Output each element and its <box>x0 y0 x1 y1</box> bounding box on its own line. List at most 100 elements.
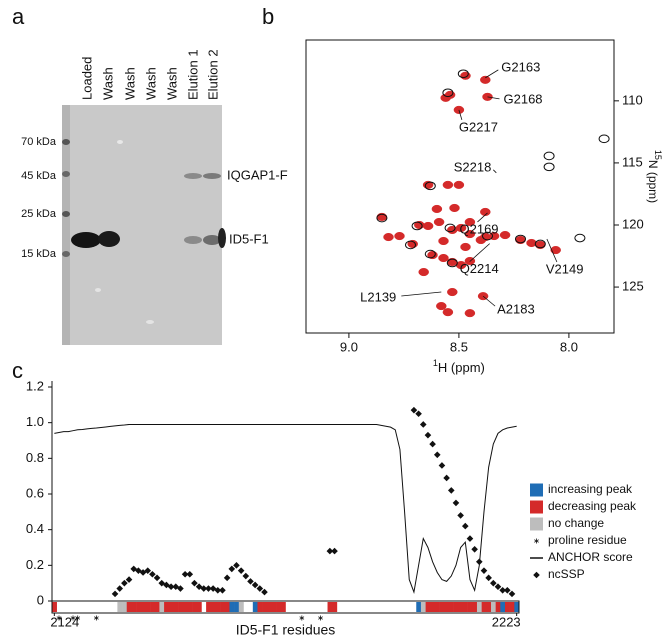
residue-state <box>486 602 492 612</box>
residue-state <box>327 602 333 612</box>
peak <box>464 309 476 318</box>
residue-state <box>154 602 160 612</box>
diamond-point <box>415 410 422 418</box>
x-label-text: H (ppm) <box>438 360 485 375</box>
diamond-point <box>499 587 506 594</box>
annotation-label: G2168 <box>504 91 543 106</box>
peak <box>453 105 465 114</box>
y-tick-label: 0 <box>37 592 44 607</box>
peak <box>480 75 491 84</box>
residue-state <box>136 602 142 612</box>
diamond-point <box>447 487 455 494</box>
diamond-point <box>233 562 240 569</box>
y-tick-label: 110 <box>622 92 643 107</box>
peak <box>446 258 458 268</box>
gel-edge-spot <box>218 228 226 248</box>
diamond-point <box>153 574 161 582</box>
residue-state <box>472 602 478 612</box>
band-label: IQGAP1-F <box>227 167 288 182</box>
peak <box>543 151 555 161</box>
diamond-point <box>424 431 432 439</box>
annotation-leader <box>477 212 488 223</box>
residue-state <box>117 602 123 612</box>
legend-label: proline residue <box>548 533 627 547</box>
residue-state <box>500 602 506 612</box>
annotation-label: G2217 <box>459 119 498 134</box>
marker-label: 45 kDa <box>21 170 57 182</box>
diamond-point <box>167 583 175 591</box>
y-tick-label: 0.2 <box>26 557 44 572</box>
annotation-label: G2163 <box>501 59 540 74</box>
diamond-point <box>242 572 250 580</box>
legend-label: decreasing peak <box>548 499 637 513</box>
residue-state <box>145 602 151 612</box>
ladder-band <box>62 211 70 217</box>
y-tick-label: 0.6 <box>26 485 44 500</box>
peak <box>499 230 511 240</box>
lane-label: Wash <box>164 67 179 100</box>
diamond-point <box>471 545 478 553</box>
residue-state <box>430 602 436 612</box>
residue-state <box>462 602 468 612</box>
y-tick-label: 1.2 <box>26 378 44 393</box>
residue-state <box>434 602 440 612</box>
residue-state <box>192 602 198 612</box>
residue-state <box>481 602 487 612</box>
diamond-point <box>466 535 474 542</box>
anchor-line <box>54 423 517 594</box>
residue-state <box>476 602 482 612</box>
diamond-point <box>429 440 436 448</box>
residue-state <box>504 602 510 612</box>
peak <box>464 230 476 239</box>
residue-state <box>206 602 212 612</box>
peak <box>431 204 443 214</box>
residue-state <box>257 602 263 612</box>
residue-state <box>168 602 174 612</box>
gel-band <box>98 231 120 247</box>
diamond-point <box>191 579 198 587</box>
diamond-point <box>111 590 119 598</box>
proline-marker <box>93 615 99 621</box>
y-tick-label: 0.4 <box>26 521 44 536</box>
peak <box>383 232 394 242</box>
residue-state <box>234 602 240 612</box>
diamond-point <box>219 587 226 594</box>
peak <box>418 267 429 277</box>
peak <box>442 180 454 189</box>
peak <box>447 225 458 235</box>
diamond-point <box>476 558 483 566</box>
peak <box>574 233 586 243</box>
diamond-point <box>410 406 418 414</box>
gel-band <box>203 235 221 245</box>
x-axis-label: 1H (ppm) <box>433 358 485 375</box>
x-label-isotope: 1 <box>433 358 438 368</box>
proline-marker <box>70 615 76 621</box>
peak <box>480 207 491 217</box>
diamond-point <box>223 574 231 582</box>
ladder-lane <box>62 105 70 345</box>
x-tick-label: 9.0 <box>340 339 358 354</box>
residue-state <box>416 602 422 612</box>
residue-state <box>150 602 156 612</box>
y-tick-label: 1.0 <box>26 414 44 429</box>
legend-diamond <box>533 571 540 579</box>
gel-artifact <box>146 320 154 324</box>
residue-state <box>224 602 230 612</box>
gel-band <box>71 232 101 248</box>
annotation-label: S2218 <box>454 159 492 174</box>
legend-label: increasing peak <box>548 482 633 496</box>
peak <box>482 231 493 241</box>
peak <box>438 236 449 246</box>
residue-state <box>196 602 202 612</box>
y-label-isotope: 15 <box>653 150 663 160</box>
annotation-leader <box>493 169 497 174</box>
diamond-point <box>331 547 338 555</box>
annotation-label: L2139 <box>360 289 396 304</box>
marker-label: 70 kDa <box>21 136 57 148</box>
residue-state <box>266 602 272 612</box>
diamond-point <box>116 585 124 592</box>
peak <box>440 93 451 102</box>
peak <box>444 223 456 233</box>
residue-state <box>271 602 277 612</box>
panel-label: a <box>12 4 25 29</box>
